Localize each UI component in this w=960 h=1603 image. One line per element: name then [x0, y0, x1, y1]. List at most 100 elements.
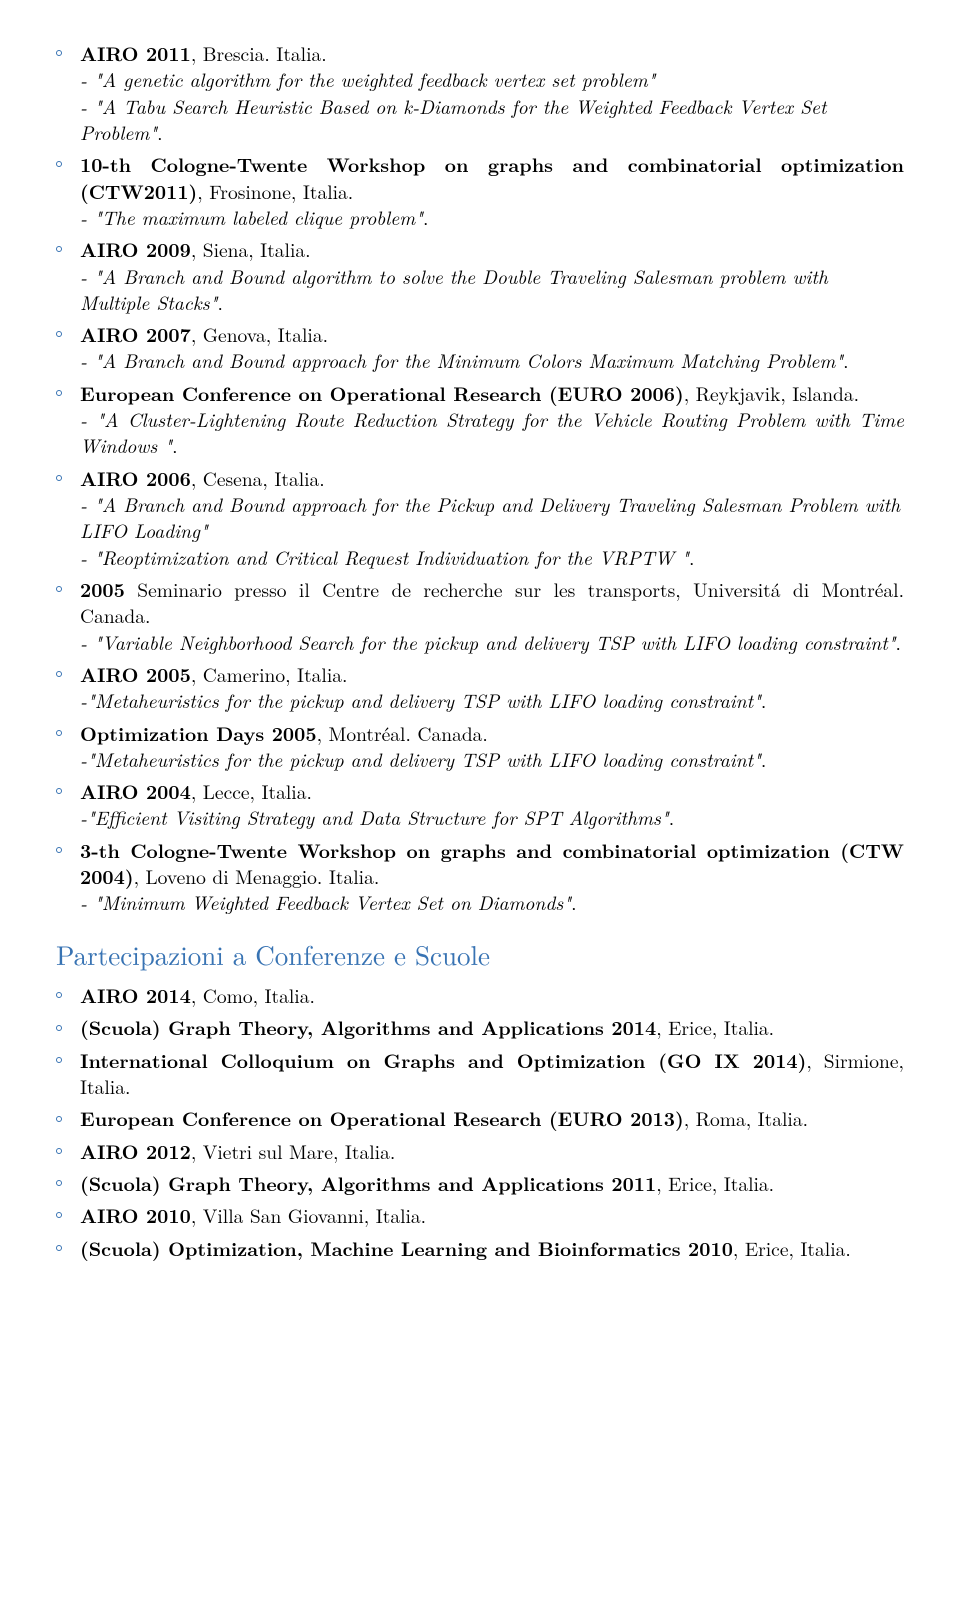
item-sub-tail: .	[669, 803, 674, 831]
item-sub-italic: - "The maximum labeled clique problem"	[80, 203, 423, 231]
item-rest: , Villa San Giovanni, Italia.	[191, 1201, 426, 1229]
item-title: AIRO 2009	[80, 235, 191, 263]
item-sub: - "A Branch and Bound algorithm to solve…	[80, 263, 904, 316]
item-sub-italic: - "Reoptimization and Critical Request I…	[80, 543, 689, 571]
item-sub-tail: .	[843, 346, 848, 374]
item-rest: , Cesena, Italia.	[191, 464, 325, 492]
item-sub-italic: - "A Branch and Bound approach for the M…	[80, 346, 843, 374]
item-title: Graph Theory, Algorithms and Application…	[168, 1169, 656, 1197]
item-title: European Conference on Operational Resea…	[80, 379, 684, 407]
item-title: AIRO 2014	[80, 981, 191, 1009]
list-item: Optimization Days 2005, Montréal. Canada…	[56, 720, 904, 773]
item-sub: - "A Cluster-Lightening Route Reduction …	[80, 406, 904, 459]
list-item: AIRO 2005, Camerino, Italia.-"Metaheuris…	[56, 661, 904, 714]
item-rest: Seminario presso il Centre de recherche …	[80, 575, 904, 629]
list-item: AIRO 2007, Genova, Italia.- "A Branch an…	[56, 321, 904, 374]
list-item: (Scuola) Graph Theory, Algorithms and Ap…	[56, 1170, 904, 1196]
item-rest: , Como, Italia.	[191, 981, 315, 1009]
list-item: AIRO 2012, Vietri sul Mare, Italia.	[56, 1138, 904, 1164]
item-rest: , Genova, Italia.	[191, 320, 328, 348]
conference-list: AIRO 2014, Como, Italia. (Scuola) Graph T…	[56, 982, 904, 1261]
item-title: Optimization Days 2005	[80, 719, 317, 747]
item-title: AIRO 2007	[80, 320, 191, 348]
item-sub-tail: .	[157, 118, 162, 146]
list-item: 3-th Cologne-Twente Workshop on graphs a…	[56, 837, 904, 916]
item-sub: - "Reoptimization and Critical Request I…	[80, 544, 904, 570]
item-title: 2005	[80, 575, 125, 603]
item-title: AIRO 2010	[80, 1201, 191, 1229]
item-sub: - "Variable Neighborhood Search for the …	[80, 629, 904, 655]
item-sub-tail: .	[172, 431, 177, 459]
item-title: International Colloquium on Graphs and O…	[80, 1046, 806, 1074]
item-head: AIRO 2004, Lecce, Italia.	[80, 778, 904, 804]
list-item: International Colloquium on Graphs and O…	[56, 1047, 904, 1100]
list-item: 10-th Cologne-Twente Workshop on graphs …	[56, 151, 904, 230]
item-head: (Scuola) Graph Theory, Algorithms and Ap…	[80, 1014, 904, 1040]
item-title: AIRO 2006	[80, 464, 191, 492]
item-head: (Scuola) Optimization, Machine Learning …	[80, 1235, 904, 1261]
list-item: 2005 Seminario presso il Centre de reche…	[56, 576, 904, 655]
list-item: AIRO 2009, Siena, Italia.- "A Branch and…	[56, 236, 904, 315]
item-sub-italic: -"Metaheuristics for the pickup and deli…	[80, 686, 761, 714]
item-title: AIRO 2004	[80, 777, 191, 805]
item-sub: - "The maximum labeled clique problem".	[80, 204, 904, 230]
item-pre: (Scuola)	[80, 1234, 168, 1262]
list-item: AIRO 2011, Brescia. Italia.- "A genetic …	[56, 40, 904, 145]
item-sub: - "A Branch and Bound approach for the M…	[80, 347, 904, 373]
item-sub: - "A Tabu Search Heuristic Based on k-Di…	[80, 93, 904, 146]
publication-list: AIRO 2011, Brescia. Italia.- "A genetic …	[56, 40, 904, 916]
list-item: European Conference on Operational Resea…	[56, 380, 904, 459]
item-head: European Conference on Operational Resea…	[80, 1105, 904, 1131]
item-sub-tail: .	[896, 628, 901, 656]
item-head: AIRO 2012, Vietri sul Mare, Italia.	[80, 1138, 904, 1164]
item-sub: - "Minimum Weighted Feedback Vertex Set …	[80, 889, 904, 915]
item-head: European Conference on Operational Resea…	[80, 380, 904, 406]
item-sub-italic: - "A Cluster-Lightening Route Reduction …	[80, 405, 904, 459]
item-title: European Conference on Operational Resea…	[80, 1104, 684, 1132]
item-pre: (Scuola)	[80, 1013, 168, 1041]
item-head: AIRO 2010, Villa San Giovanni, Italia.	[80, 1202, 904, 1228]
item-sub-italic: - "A genetic algorithm for the weighted …	[80, 65, 655, 93]
item-sub-tail: .	[761, 686, 766, 714]
item-rest: , Brescia. Italia.	[191, 39, 327, 67]
list-item: European Conference on Operational Resea…	[56, 1105, 904, 1131]
item-sub: - "A genetic algorithm for the weighted …	[80, 66, 904, 92]
list-item: AIRO 2010, Villa San Giovanni, Italia.	[56, 1202, 904, 1228]
item-head: International Colloquium on Graphs and O…	[80, 1047, 904, 1100]
item-rest: , Reykjavik, Islanda.	[684, 379, 859, 407]
item-rest: , Camerino, Italia.	[191, 660, 348, 688]
item-sub: -"Metaheuristics for the pickup and deli…	[80, 746, 904, 772]
item-sub-italic: - "Minimum Weighted Feedback Vertex Set …	[80, 888, 571, 916]
section-heading: Partecipazioni a Conferenze e Scuole	[56, 936, 904, 972]
list-item: AIRO 2004, Lecce, Italia.-"Efficient Vis…	[56, 778, 904, 831]
item-title: AIRO 2012	[80, 1137, 191, 1165]
item-sub-italic: - "A Branch and Bound algorithm to solve…	[80, 262, 828, 316]
item-title: AIRO 2005	[80, 660, 191, 688]
item-sub-tail: .	[761, 745, 766, 773]
item-sub-tail: .	[423, 203, 428, 231]
item-head: AIRO 2005, Camerino, Italia.	[80, 661, 904, 687]
item-rest: , Loveno di Menaggio. Italia.	[134, 862, 380, 890]
item-rest: , Vietri sul Mare, Italia.	[191, 1137, 395, 1165]
list-item: (Scuola) Graph Theory, Algorithms and Ap…	[56, 1014, 904, 1040]
item-sub: -"Efficient Visiting Strategy and Data S…	[80, 804, 904, 830]
item-sub-italic: - "A Branch and Bound approach for the P…	[80, 490, 900, 544]
item-head: 2005 Seminario presso il Centre de reche…	[80, 576, 904, 629]
list-item: AIRO 2006, Cesena, Italia.- "A Branch an…	[56, 465, 904, 570]
item-head: 10-th Cologne-Twente Workshop on graphs …	[80, 151, 904, 204]
item-title: Graph Theory, Algorithms and Application…	[168, 1013, 656, 1041]
item-head: AIRO 2014, Como, Italia.	[80, 982, 904, 1008]
item-sub-italic: - "Variable Neighborhood Search for the …	[80, 628, 896, 656]
item-rest: , Frosinone, Italia.	[197, 177, 353, 205]
item-rest: , Montréal. Canada.	[317, 719, 488, 747]
item-rest: , Erice, Italia.	[656, 1013, 774, 1041]
item-rest: , Erice, Italia.	[656, 1169, 774, 1197]
item-head: AIRO 2011, Brescia. Italia.	[80, 40, 904, 66]
item-sub: - "A Branch and Bound approach for the P…	[80, 491, 904, 544]
item-rest: , Lecce, Italia.	[191, 777, 312, 805]
list-item: AIRO 2014, Como, Italia.	[56, 982, 904, 1008]
item-sub-tail: .	[217, 288, 222, 316]
item-head: AIRO 2009, Siena, Italia.	[80, 236, 904, 262]
item-head: (Scuola) Graph Theory, Algorithms and Ap…	[80, 1170, 904, 1196]
item-head: AIRO 2006, Cesena, Italia.	[80, 465, 904, 491]
